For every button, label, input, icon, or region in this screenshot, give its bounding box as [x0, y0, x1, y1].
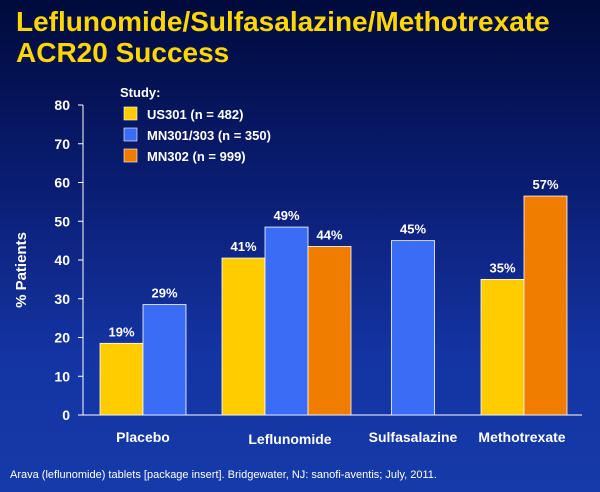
- y-tick-label: 50: [54, 213, 70, 229]
- title-line-1: Leflunomide/Sulfasalazine/Methotrexate: [16, 6, 550, 37]
- data-label: 44%: [316, 227, 342, 242]
- bar: [307, 246, 352, 416]
- title-line-2: ACR20 Success: [16, 37, 230, 68]
- legend-swatch: [123, 148, 138, 163]
- bar: [142, 304, 187, 416]
- data-label: 41%: [230, 239, 256, 254]
- legend-label: MN302 (n = 999): [147, 149, 246, 164]
- bar: [480, 278, 525, 416]
- legend-label: MN301/303 (n = 350): [147, 128, 271, 143]
- legend-title: Study:: [120, 85, 160, 100]
- legend-label: US301 (n = 482): [147, 107, 243, 122]
- bar: [264, 226, 309, 416]
- data-label: 19%: [108, 324, 134, 339]
- y-tick-label: 10: [54, 368, 70, 384]
- x-tick-label: Sulfasalazine: [369, 429, 458, 445]
- y-tick-label: 20: [54, 330, 70, 346]
- legend-swatch: [123, 127, 138, 142]
- source-citation: Arava (leflunomide) tablets [package ins…: [10, 469, 437, 481]
- x-tick-label: Leflunomide: [248, 431, 331, 447]
- bar: [391, 240, 435, 416]
- page-title: Leflunomide/Sulfasalazine/Methotrexate A…: [16, 6, 550, 68]
- data-label: 49%: [273, 208, 299, 223]
- data-label: 57%: [532, 177, 558, 192]
- data-label: 29%: [151, 286, 177, 301]
- bar: [99, 342, 144, 416]
- legend-swatch: [123, 106, 138, 121]
- data-label: 35%: [489, 260, 515, 275]
- data-label: 45%: [400, 222, 426, 237]
- y-axis-label: % Patients: [13, 232, 30, 308]
- x-tick-label: Placebo: [116, 429, 170, 445]
- y-tick-label: 70: [54, 136, 70, 152]
- bar: [523, 195, 568, 416]
- y-tick-label: 40: [54, 252, 70, 268]
- y-tick-label: 60: [54, 175, 70, 191]
- bar: [221, 257, 266, 416]
- y-tick-label: 80: [54, 97, 70, 113]
- y-tick-label: 30: [54, 291, 70, 307]
- x-tick-label: Methotrexate: [478, 429, 565, 445]
- y-tick-label: 0: [62, 407, 70, 423]
